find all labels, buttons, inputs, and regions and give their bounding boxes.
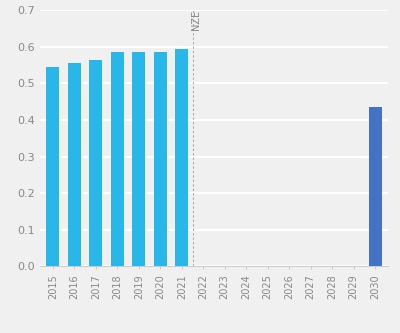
Bar [132, 53, 145, 266]
Bar [68, 64, 81, 266]
Bar [175, 49, 188, 266]
Text: NZE: NZE [191, 10, 201, 30]
Bar [90, 60, 102, 266]
Bar [111, 53, 124, 266]
Bar [369, 108, 382, 266]
Bar [154, 53, 167, 266]
Bar [46, 67, 59, 266]
